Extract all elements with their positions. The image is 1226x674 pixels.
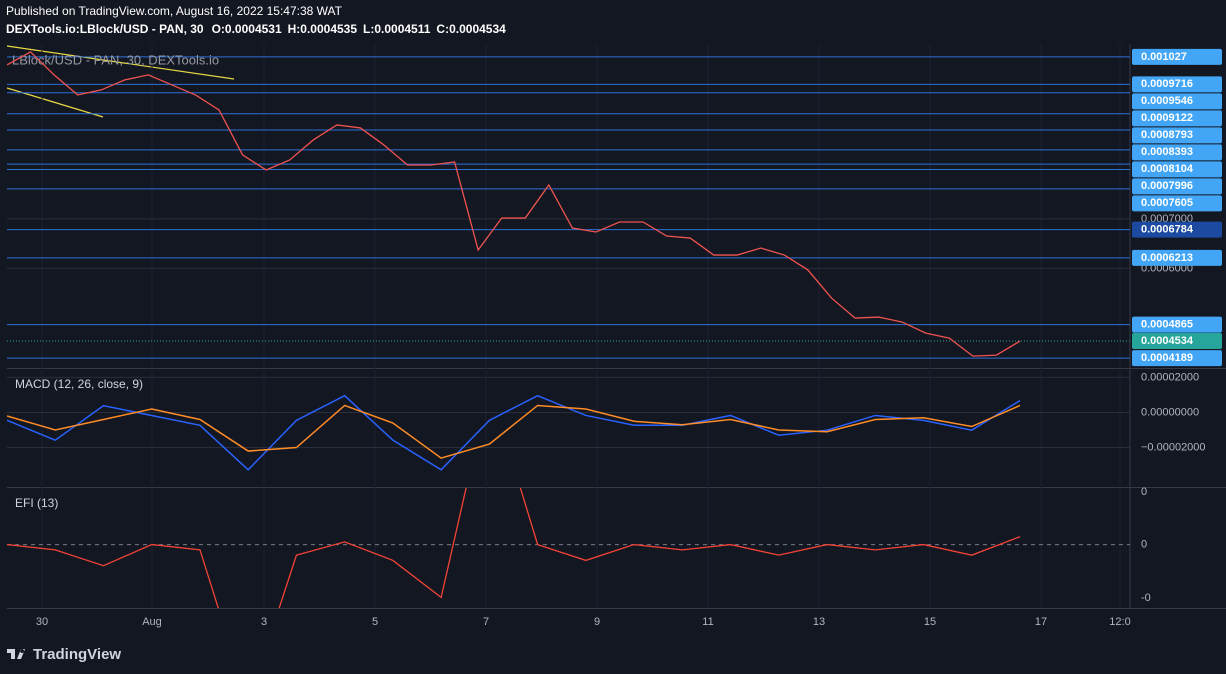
- symbol: DEXTools.io:LBlock/USD - PAN, 30: [6, 22, 204, 36]
- level-label: 0.0004865: [1141, 319, 1193, 331]
- level-badge: [1132, 93, 1222, 110]
- y-tick-label: −0.00002000: [1141, 441, 1206, 453]
- ohlc-value: C:0.0004534: [436, 22, 506, 36]
- level-badge: [1132, 144, 1222, 161]
- x-tick-label: 17: [1035, 616, 1047, 628]
- series-line: [7, 394, 1021, 471]
- level-badge: [1132, 316, 1222, 333]
- x-tick-label: Aug: [142, 616, 162, 628]
- x-tick-label: 9: [594, 616, 600, 628]
- series-line: [7, 51, 1021, 357]
- pane-title: MACD (12, 26, close, 9): [15, 377, 143, 391]
- x-tick-label: 12:0: [1109, 616, 1130, 628]
- level-label: 0.0007605: [1141, 197, 1193, 209]
- level-badge: [1132, 76, 1222, 93]
- level-label: 0.0009546: [1141, 95, 1193, 107]
- y-tick-label: 0.00000000: [1141, 406, 1199, 418]
- x-tick-label: 30: [36, 616, 48, 628]
- level-label: 0.0009122: [1141, 112, 1193, 124]
- level-label: 0.0009716: [1141, 78, 1193, 90]
- x-tick-label: 7: [483, 616, 489, 628]
- level-label: 0.001027: [1141, 51, 1187, 63]
- published-line: Published on TradingView.com, August 16,…: [6, 4, 343, 18]
- level-label: 0.0008104: [1141, 163, 1194, 175]
- ohlc-value: O:0.0004531: [212, 22, 282, 36]
- pane-title: EFI (13): [15, 496, 58, 510]
- symbol-line: DEXTools.io:LBlock/USD - PAN, 30 O:0.0004…: [6, 22, 506, 36]
- ohlc-value: L:0.0004511: [363, 22, 431, 36]
- series-line: [7, 488, 1021, 608]
- pane-title: LBlock/USD - PAN, 30, DEXTools.io: [12, 52, 219, 67]
- level-label: 0.0008793: [1141, 129, 1193, 141]
- y-edge-label: 0: [1141, 486, 1147, 498]
- level-label: 0.0006784: [1141, 223, 1194, 235]
- x-tick-label: 5: [372, 616, 378, 628]
- level-label: 0.0007996: [1141, 180, 1193, 192]
- trendline: [6, 45, 235, 80]
- y-edge-label: -0: [1141, 592, 1151, 604]
- ohlc-value: H:0.0004535: [288, 22, 358, 36]
- x-tick-label: 11: [702, 616, 713, 628]
- x-tick-label: 3: [261, 616, 267, 628]
- level-badge: [1132, 178, 1222, 195]
- level-label: 0.0008393: [1141, 146, 1193, 158]
- level-label: 0.0006213: [1141, 252, 1193, 264]
- last-price-label: 0.0004534: [1141, 335, 1194, 347]
- level-label: 0.0004189: [1141, 352, 1193, 364]
- y-tick-label: 0: [1141, 538, 1147, 550]
- x-tick-label: 13: [813, 616, 825, 628]
- y-tick-label: 0.00002000: [1141, 371, 1199, 383]
- level-badge: [1132, 110, 1222, 127]
- level-badge: [1132, 350, 1222, 367]
- level-badge: [1132, 221, 1222, 238]
- level-badge: [1132, 127, 1222, 144]
- x-tick-label: 15: [924, 616, 936, 628]
- level-badge: [1132, 48, 1222, 65]
- level-badge: [1132, 195, 1222, 212]
- last-price-badge: [1132, 333, 1222, 350]
- level-badge: [1132, 161, 1222, 178]
- level-badge: [1132, 249, 1222, 266]
- series-line: [7, 404, 1021, 459]
- tv-logo: [7, 649, 25, 659]
- brand: TradingView: [33, 646, 121, 663]
